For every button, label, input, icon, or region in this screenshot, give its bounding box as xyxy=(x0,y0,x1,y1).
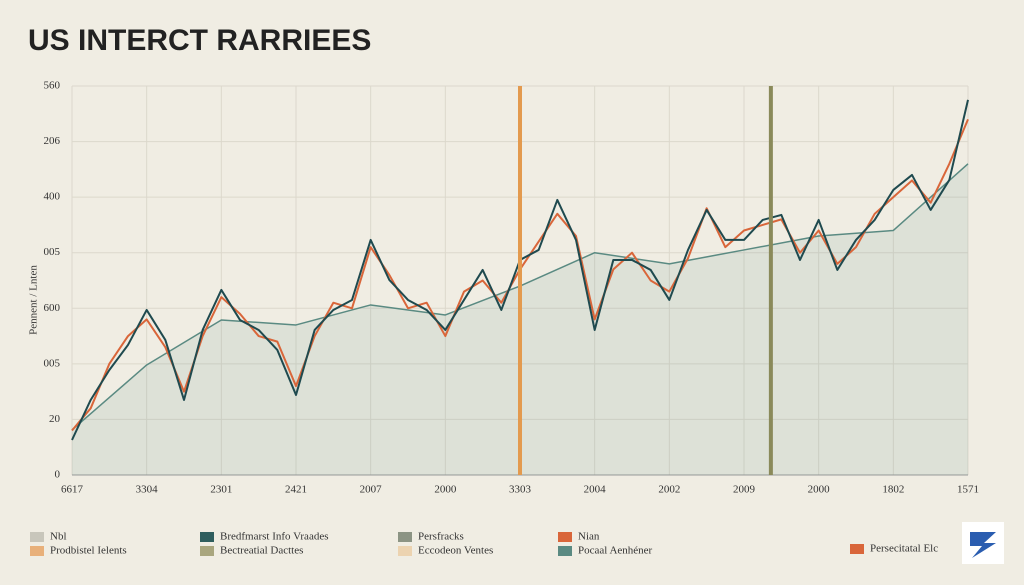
x-tick-label: 2421 xyxy=(285,484,307,496)
legend-swatch xyxy=(30,546,44,556)
legend-swatch xyxy=(558,546,572,556)
y-tick-label: 400 xyxy=(44,191,61,203)
x-tick-label: 6617 xyxy=(61,484,84,496)
legend-swatch xyxy=(200,532,214,542)
x-tick-label: 3303 xyxy=(509,484,532,496)
legend-swatch xyxy=(398,546,412,556)
legend-label: Persfracks xyxy=(418,531,464,543)
y-tick-label: 005 xyxy=(44,357,61,369)
legend-label: Pocaal Aenhéner xyxy=(578,545,653,557)
legend-label: Bectreatial Dacttes xyxy=(220,545,303,557)
y-tick-label: 005 xyxy=(44,246,61,258)
chart-title: US INTERCT RARRIEES xyxy=(28,24,371,57)
y-tick-label: 0 xyxy=(55,469,61,481)
legend-label: Eccodeon Ventes xyxy=(418,545,493,557)
y-axis-label: Pennent / Lnten xyxy=(28,265,40,335)
y-tick-label: 560 xyxy=(44,80,61,92)
legend-swatch xyxy=(30,532,44,542)
y-tick-label: 20 xyxy=(49,413,61,425)
legend-label: Prodbistel Ielents xyxy=(50,545,127,557)
x-tick-label: 3304 xyxy=(136,484,159,496)
legend-label: Persecitatal Elc xyxy=(870,543,938,555)
legend-label: Nian xyxy=(578,531,600,543)
y-tick-label: 600 xyxy=(44,302,61,314)
legend-label: Bredfmarst Info Vraades xyxy=(220,531,329,543)
x-tick-label: 2301 xyxy=(210,484,232,496)
x-tick-label: 1571 xyxy=(957,484,979,496)
legend-swatch xyxy=(850,544,864,554)
x-tick-label: 2007 xyxy=(360,484,383,496)
legend-label: Nbl xyxy=(50,531,67,543)
x-tick-label: 2000 xyxy=(434,484,457,496)
x-tick-label: 2009 xyxy=(733,484,756,496)
x-tick-label: 2002 xyxy=(658,484,680,496)
x-tick-label: 2004 xyxy=(584,484,607,496)
logo xyxy=(962,522,1004,564)
y-tick-label: 206 xyxy=(44,135,61,147)
x-tick-label: 2000 xyxy=(808,484,831,496)
legend-swatch xyxy=(558,532,572,542)
legend-swatch xyxy=(200,546,214,556)
legend-swatch xyxy=(398,532,412,542)
x-tick-label: 1802 xyxy=(882,484,904,496)
